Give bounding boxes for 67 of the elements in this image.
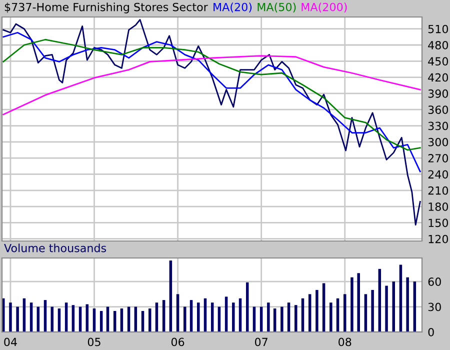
bar: [385, 286, 388, 332]
bar: [64, 302, 68, 332]
y-tick-label: 30: [428, 302, 441, 312]
x-tick-label: 07: [254, 338, 268, 346]
y-tick-label: 0: [428, 328, 434, 336]
chart-title: Volume thousands: [4, 244, 106, 252]
y-tick-label: 270: [428, 154, 448, 162]
bar: [176, 294, 180, 332]
y-tick-label: 210: [428, 186, 448, 195]
bar: [287, 302, 290, 332]
text: MA(200): [302, 2, 347, 13]
x-tick-label: 08: [338, 338, 352, 346]
bar: [308, 294, 312, 332]
bar: [378, 268, 382, 332]
bar: [44, 300, 47, 332]
y-tick-label: 510: [428, 24, 448, 34]
line-series: [2, 55, 421, 116]
bar: [392, 282, 395, 332]
bar: [371, 290, 374, 332]
y-tick-label: 300: [428, 138, 448, 146]
y-tick-label: 450: [428, 57, 448, 66]
bar: [280, 306, 284, 332]
bar: [155, 302, 158, 332]
bar: [197, 302, 200, 332]
bar: [246, 282, 249, 332]
y-tick-label: 330: [428, 122, 448, 130]
bar: [322, 283, 326, 332]
y-tick-label: 60: [428, 278, 441, 286]
bar: [190, 300, 193, 332]
bar: [364, 294, 368, 332]
y-tick-label: 180: [428, 202, 448, 211]
bar: [224, 296, 228, 332]
bar: [350, 277, 354, 332]
bar: [210, 302, 214, 332]
chart-title: $737-Home Furnishing Stores Sector: [4, 2, 208, 14]
bar: [232, 302, 235, 332]
bar: [330, 302, 332, 332]
line-series: [2, 38, 421, 151]
y-tick-label: 240: [428, 170, 448, 179]
bar: [9, 302, 12, 332]
text: MA(50): [258, 2, 296, 13]
x-tick-label: 04: [4, 338, 17, 346]
bar: [413, 282, 416, 332]
y-tick-label: 420: [428, 73, 448, 82]
bar: [294, 305, 298, 332]
bar: [30, 302, 33, 332]
y-tick-label: 480: [428, 40, 448, 50]
x-tick-label: 05: [88, 338, 100, 346]
bar: [406, 277, 409, 332]
x-tick-label: 06: [171, 338, 184, 346]
bar: [267, 302, 270, 332]
bar: [399, 264, 402, 332]
bar: [169, 260, 172, 332]
bar: [162, 300, 166, 332]
text: MA(20): [214, 2, 252, 13]
bar: [184, 306, 186, 332]
y-tick-label: 120: [428, 234, 448, 244]
bar: [72, 305, 75, 332]
bar: [357, 273, 360, 332]
y-tick-label: 150: [428, 218, 448, 228]
bar: [16, 306, 19, 332]
y-tick-label: 390: [428, 89, 448, 98]
bar: [343, 294, 346, 332]
line-series: [2, 18, 421, 226]
y-tick-label: 360: [428, 106, 448, 114]
line-series: [2, 32, 421, 172]
bar: [316, 290, 318, 332]
